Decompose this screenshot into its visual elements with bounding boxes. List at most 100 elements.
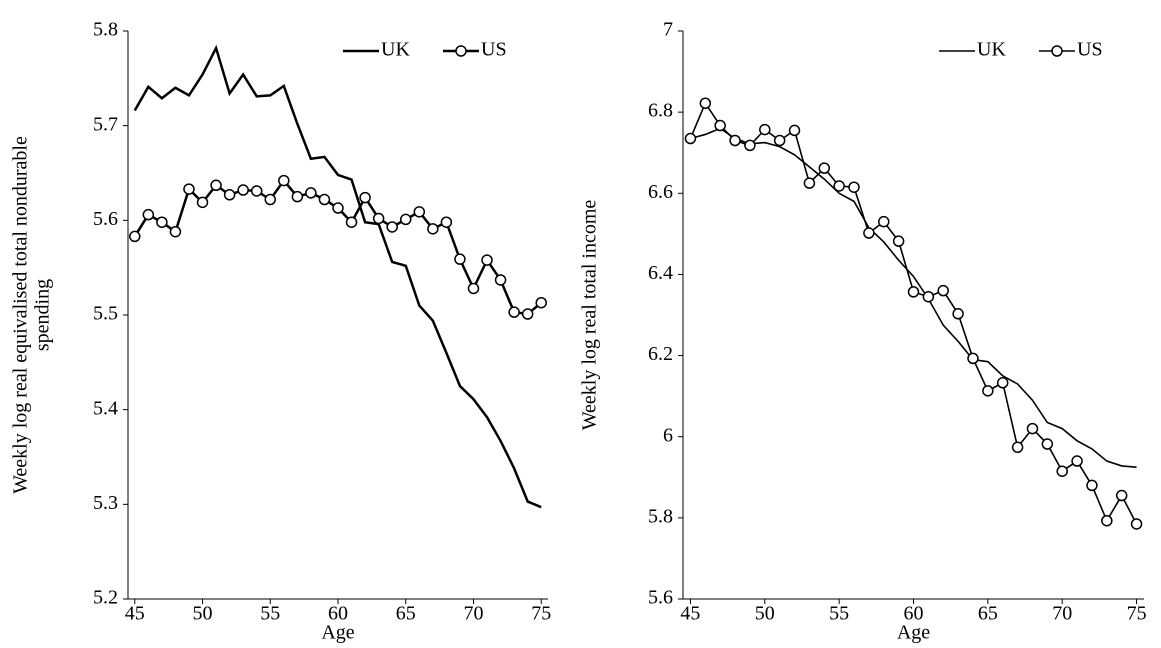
data-point [237,184,249,196]
legend-label: US [481,39,507,61]
series-line [133,44,542,509]
legend-label: UK [977,39,1006,61]
data-point [848,181,860,193]
data-point [521,308,534,320]
data-point [1115,489,1128,502]
data-point [937,284,949,297]
data-point [129,230,141,243]
series-line [690,127,1137,468]
y-tick-label: 6.8 [648,100,673,122]
data-point [1041,438,1054,450]
data-point [156,216,168,228]
x-tick-label: 50 [193,603,213,625]
data-point [264,193,277,206]
legend-label: UK [381,39,410,61]
series-line [133,178,543,316]
y-tick-label: 5.2 [93,587,118,609]
data-point [332,202,344,214]
data-point [278,174,290,187]
y-tick-label: 5.6 [93,208,118,230]
data-point [922,290,935,303]
legend-marker [455,45,467,57]
y-tick-label: 5.3 [93,492,118,514]
data-point [684,132,697,145]
data-point [142,208,155,221]
y-tick-label: 6.4 [648,262,673,284]
data-point [1026,422,1039,435]
x-tick-label: 75 [1127,603,1147,625]
data-point [399,213,412,226]
data-point [440,216,453,228]
data-point [210,179,222,192]
data-point [467,282,480,295]
data-point [952,308,964,320]
y-axis-title: Weekly log real equivalised total nondur… [10,136,32,494]
y-tick-label: 5.8 [93,19,118,41]
data-point [1101,514,1113,527]
data-point [788,124,801,137]
y-axis-title: Weekly log real total income [579,200,601,431]
data-point [345,216,358,228]
data-point [803,177,816,189]
y-tick-label: 5.4 [93,397,118,419]
data-point [291,190,304,203]
data-point [759,123,771,136]
data-point [1086,479,1098,492]
data-point [1056,465,1068,477]
y-tick-label: 6.2 [648,343,673,365]
data-point [413,206,426,218]
data-point [386,221,398,233]
data-point [318,193,331,206]
x-tick-label: 60 [328,603,348,625]
data-point [699,97,712,109]
data-point [535,296,547,309]
data-point [833,180,845,192]
data-point [1011,441,1024,454]
data-point [744,139,756,152]
x-axis-title: Age [321,622,354,643]
data-point [996,377,1009,389]
data-point [250,185,263,197]
data-point [863,227,875,239]
data-point [967,352,979,365]
x-tick-label: 65 [396,603,416,625]
data-point [729,134,741,147]
legend-label: US [1077,39,1103,61]
data-point [454,253,466,265]
y-tick-label: 7 [663,19,673,41]
x-tick-label: 55 [829,603,849,625]
data-point [907,286,920,298]
x-tick-label: 75 [531,603,551,625]
x-tick-label: 45 [125,603,145,625]
y-axis-title: spending [32,279,54,351]
data-point [878,215,890,228]
x-tick-label: 60 [904,603,924,625]
y-tick-label: 5.8 [648,505,673,527]
data-point [359,191,371,204]
data-point [773,134,786,147]
data-point [494,274,507,286]
x-axis-title: Age [897,622,930,643]
x-tick-label: 55 [260,603,280,625]
series-line [689,101,1138,525]
data-point [892,235,905,247]
data-point [1130,518,1143,530]
data-point [508,306,520,318]
x-tick-label: 70 [463,603,483,625]
data-point [305,187,317,199]
y-tick-label: 5.7 [93,113,118,135]
data-point [1071,455,1083,467]
data-point [372,212,385,225]
data-point [818,162,831,174]
legend-marker [1051,45,1063,57]
data-point [982,385,994,397]
data-point [714,119,726,132]
data-point [169,225,182,238]
data-point [481,254,493,266]
x-tick-label: 45 [680,603,700,625]
y-tick-label: 5.6 [648,587,673,609]
data-point [196,196,209,209]
x-tick-label: 70 [1052,603,1072,625]
data-point [427,223,439,235]
